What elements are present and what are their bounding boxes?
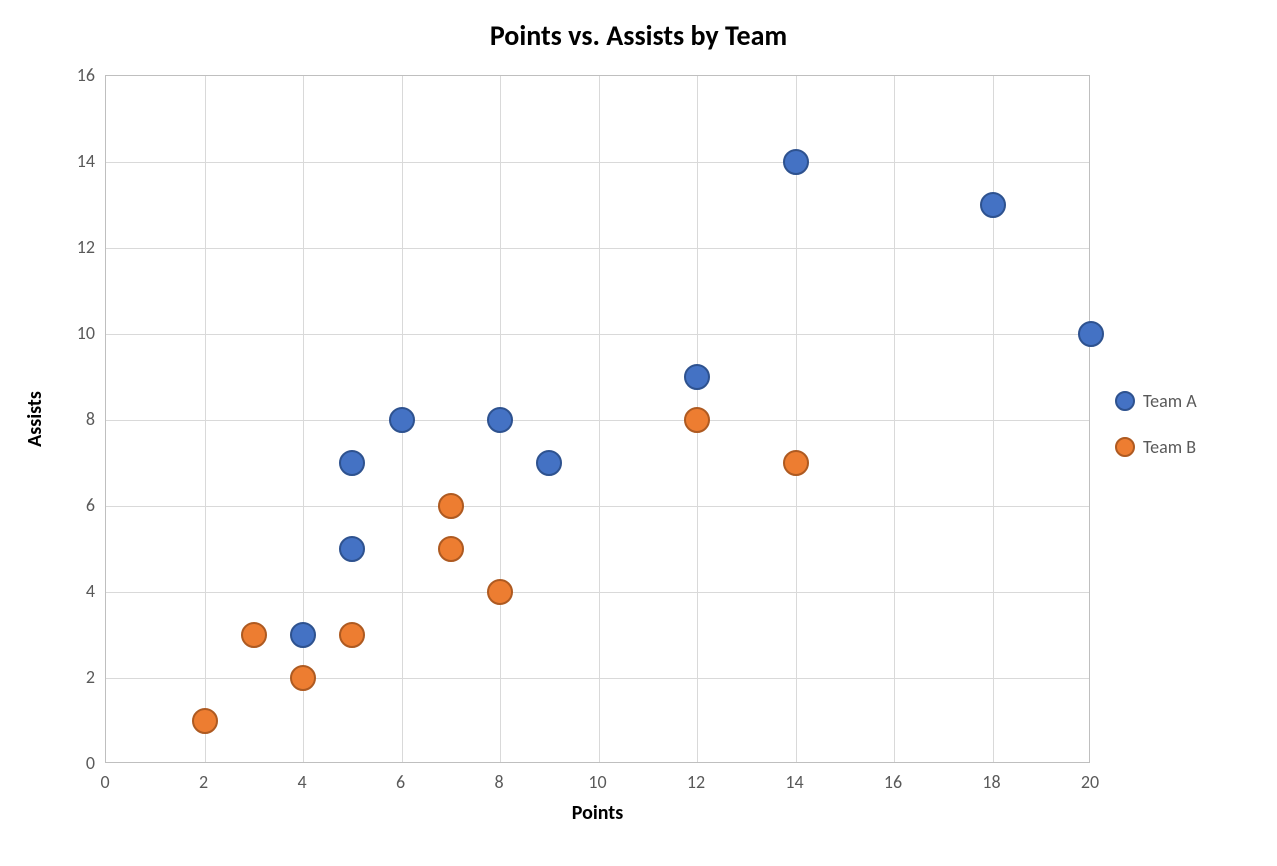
y-tick-label: 8 bbox=[65, 408, 95, 430]
gridline-h bbox=[106, 592, 1089, 593]
y-tick-label: 6 bbox=[65, 494, 95, 516]
y-axis-title: Assists bbox=[23, 391, 47, 447]
gridline-h bbox=[106, 162, 1089, 163]
legend: Team A Team B bbox=[1115, 390, 1197, 482]
y-tick-label: 4 bbox=[65, 580, 95, 602]
gridline-h bbox=[106, 678, 1089, 679]
data-point bbox=[389, 407, 415, 433]
data-point bbox=[684, 364, 710, 390]
gridline-v bbox=[993, 76, 994, 762]
y-tick-label: 14 bbox=[65, 150, 95, 172]
data-point bbox=[980, 192, 1006, 218]
x-tick-label: 14 bbox=[785, 771, 803, 793]
gridline-v bbox=[894, 76, 895, 762]
gridline-v bbox=[599, 76, 600, 762]
legend-label: Team B bbox=[1143, 436, 1196, 458]
y-tick-label: 10 bbox=[65, 322, 95, 344]
y-tick-label: 16 bbox=[65, 64, 95, 86]
x-tick-label: 20 bbox=[1081, 771, 1099, 793]
x-tick-label: 2 bbox=[199, 771, 208, 793]
x-axis-title: Points bbox=[572, 801, 623, 825]
data-point bbox=[783, 450, 809, 476]
x-tick-label: 6 bbox=[396, 771, 405, 793]
x-tick-label: 4 bbox=[297, 771, 306, 793]
legend-marker-icon bbox=[1115, 437, 1135, 457]
plot-area bbox=[105, 75, 1090, 763]
y-tick-label: 2 bbox=[65, 666, 95, 688]
legend-marker-icon bbox=[1115, 391, 1135, 411]
gridline-v bbox=[796, 76, 797, 762]
data-point bbox=[339, 450, 365, 476]
gridline-h bbox=[106, 334, 1089, 335]
x-tick-label: 18 bbox=[982, 771, 1000, 793]
y-tick-label: 0 bbox=[65, 752, 95, 774]
gridline-h bbox=[106, 248, 1089, 249]
data-point bbox=[487, 579, 513, 605]
x-tick-label: 12 bbox=[687, 771, 705, 793]
gridline-h bbox=[106, 420, 1089, 421]
scatter-chart: Points vs. Assists by Team Points Assist… bbox=[0, 0, 1277, 866]
gridline-h bbox=[106, 506, 1089, 507]
data-point bbox=[684, 407, 710, 433]
x-tick-label: 0 bbox=[100, 771, 109, 793]
gridline-v bbox=[205, 76, 206, 762]
data-point bbox=[1078, 321, 1104, 347]
data-point bbox=[192, 708, 218, 734]
data-point bbox=[783, 149, 809, 175]
data-point bbox=[438, 536, 464, 562]
chart-title: Points vs. Assists by Team bbox=[0, 18, 1277, 53]
y-tick-label: 12 bbox=[65, 236, 95, 258]
data-point bbox=[290, 622, 316, 648]
data-point bbox=[339, 536, 365, 562]
legend-label: Team A bbox=[1143, 390, 1197, 412]
x-tick-label: 8 bbox=[494, 771, 503, 793]
data-point bbox=[339, 622, 365, 648]
x-tick-label: 10 bbox=[588, 771, 606, 793]
x-tick-label: 16 bbox=[884, 771, 902, 793]
legend-item: Team B bbox=[1115, 436, 1197, 458]
gridline-v bbox=[303, 76, 304, 762]
data-point bbox=[241, 622, 267, 648]
data-point bbox=[536, 450, 562, 476]
legend-item: Team A bbox=[1115, 390, 1197, 412]
data-point bbox=[438, 493, 464, 519]
data-point bbox=[487, 407, 513, 433]
data-point bbox=[290, 665, 316, 691]
